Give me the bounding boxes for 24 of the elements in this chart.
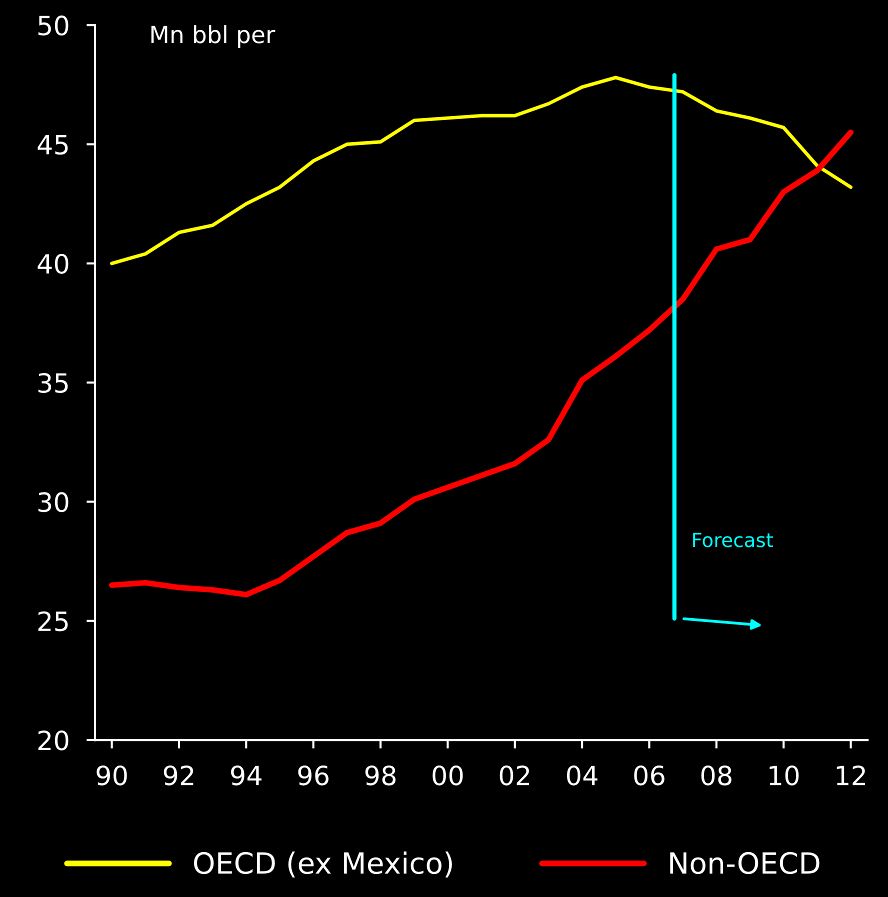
y-tick-label: 40 [38,254,68,274]
x-tick-label: 00 [432,765,463,786]
y-tick-label: 25 [38,611,68,632]
x-tick-label: 04 [567,765,598,786]
line-series [110,76,853,266]
y-tick-label: 30 [38,492,68,512]
x-tick-label: 02 [500,765,530,786]
x-tick-label: 10 [770,765,799,786]
y-tick-label: 45 [38,135,68,155]
x-tick-label: 12 [836,765,865,786]
x-tick-label: 94 [231,765,262,786]
y-axis-title: Mn bbl per [151,25,276,48]
y-tick-label: 50 [38,16,68,36]
y-tick-label: 20 [38,730,68,750]
x-tick-label: 96 [298,765,328,786]
x-tick-label: 06 [634,765,664,786]
x-tick-label: 98 [365,765,396,786]
legend-label: Non-OECD [670,852,820,874]
y-tick-label: 35 [38,373,68,393]
x-tick-label: 08 [701,765,732,786]
x-tick-label: 90 [96,765,127,786]
x-tick-label: 92 [164,765,194,786]
legend-label: OECD (ex Mexico) [194,851,452,878]
ref-line-label: Forecast [693,532,774,548]
